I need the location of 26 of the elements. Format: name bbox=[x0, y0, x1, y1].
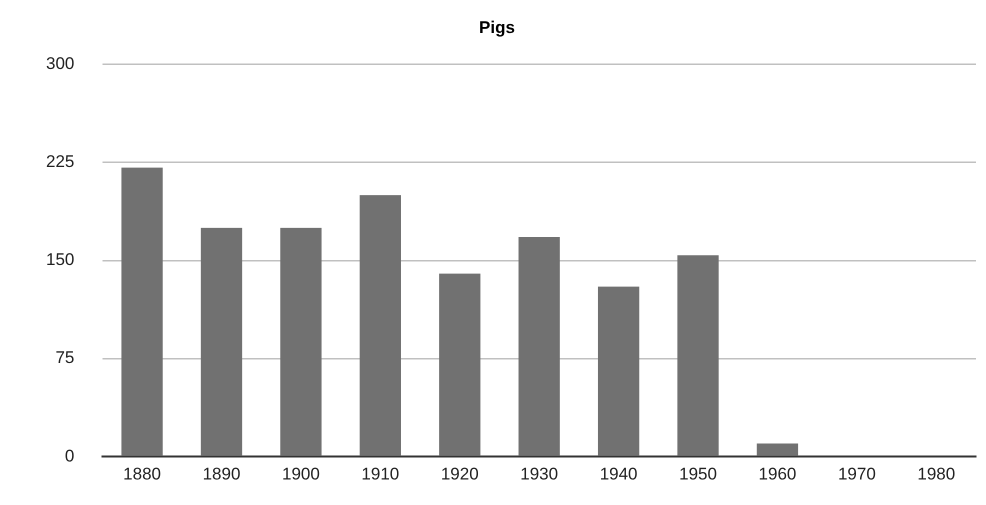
x-tick-label: 1940 bbox=[600, 464, 638, 484]
bar bbox=[518, 236, 560, 456]
x-tick-label: 1910 bbox=[361, 464, 400, 484]
bar bbox=[439, 274, 480, 456]
x-tick-label: 1880 bbox=[123, 464, 161, 484]
x-tick-label: 1960 bbox=[758, 464, 796, 484]
bar bbox=[121, 168, 163, 456]
bar bbox=[200, 228, 242, 456]
x-tick-label: 1980 bbox=[917, 464, 956, 484]
x-tick-label: 1890 bbox=[202, 464, 240, 484]
x-tick-label: 1950 bbox=[679, 464, 717, 484]
x-tick-label: 1930 bbox=[520, 464, 558, 484]
bar bbox=[598, 286, 640, 456]
x-tick-label: 1920 bbox=[440, 464, 479, 484]
chart-title: Pigs bbox=[479, 18, 515, 37]
bar bbox=[280, 228, 322, 456]
y-tick-label: 75 bbox=[55, 348, 74, 368]
y-tick-label: 225 bbox=[46, 152, 74, 172]
bar bbox=[756, 444, 798, 456]
x-tick-label: 1970 bbox=[838, 464, 876, 484]
y-tick-label: 0 bbox=[64, 446, 74, 466]
bar bbox=[360, 195, 401, 456]
y-tick-label: 300 bbox=[46, 54, 74, 74]
bar bbox=[677, 255, 719, 456]
x-tick-label: 1900 bbox=[282, 464, 320, 484]
y-tick-label: 150 bbox=[46, 250, 74, 270]
